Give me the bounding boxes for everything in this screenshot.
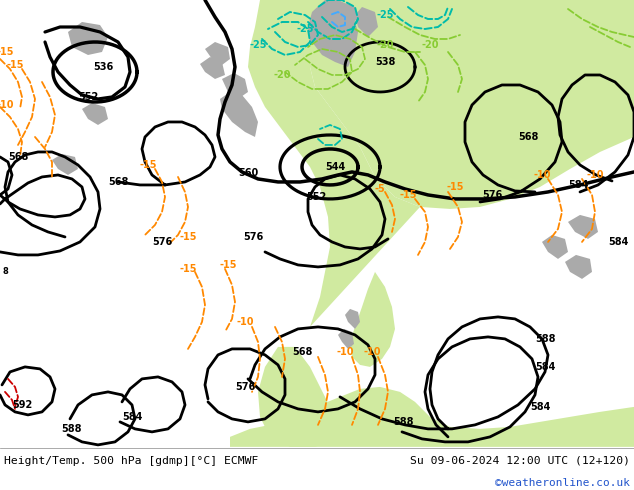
Polygon shape: [565, 255, 592, 279]
Text: 568: 568: [8, 152, 28, 162]
Polygon shape: [542, 235, 568, 259]
Text: 544: 544: [325, 162, 345, 172]
Polygon shape: [68, 22, 108, 55]
Text: -15: -15: [219, 260, 236, 270]
Polygon shape: [355, 7, 378, 37]
Text: 576: 576: [243, 232, 263, 242]
Text: -20: -20: [376, 40, 394, 50]
Text: -15: -15: [139, 160, 157, 170]
Polygon shape: [310, 0, 634, 209]
Text: -20: -20: [273, 70, 291, 80]
Text: 584: 584: [122, 412, 142, 422]
Polygon shape: [52, 154, 78, 175]
Polygon shape: [332, 2, 358, 25]
Text: -10: -10: [0, 100, 14, 110]
Text: 8: 8: [2, 268, 8, 276]
Polygon shape: [308, 22, 335, 49]
Text: -10: -10: [586, 170, 604, 180]
Polygon shape: [345, 0, 460, 159]
Text: -25: -25: [296, 24, 314, 34]
Polygon shape: [222, 73, 248, 99]
Polygon shape: [82, 103, 108, 125]
Text: -15: -15: [0, 47, 14, 57]
Text: 576: 576: [152, 237, 172, 247]
Text: 552: 552: [306, 192, 326, 202]
Text: -20: -20: [421, 40, 439, 50]
Text: 584: 584: [530, 402, 550, 412]
Text: ©weatheronline.co.uk: ©weatheronline.co.uk: [495, 478, 630, 488]
Polygon shape: [205, 42, 230, 65]
Text: 536: 536: [93, 62, 113, 72]
Polygon shape: [258, 347, 335, 447]
Text: 584: 584: [608, 237, 628, 247]
Polygon shape: [220, 92, 258, 137]
Text: 576: 576: [482, 190, 502, 200]
Text: -15: -15: [446, 182, 463, 192]
Text: -15: -15: [399, 190, 417, 200]
Polygon shape: [350, 272, 395, 367]
Polygon shape: [248, 0, 420, 347]
Polygon shape: [200, 57, 225, 79]
Text: 568: 568: [518, 132, 538, 142]
Text: -5: -5: [375, 184, 385, 194]
Polygon shape: [230, 387, 634, 447]
Text: -10: -10: [363, 347, 381, 357]
Text: 588: 588: [61, 424, 82, 434]
Text: 552: 552: [78, 92, 98, 102]
Text: -15: -15: [6, 60, 23, 70]
Polygon shape: [338, 329, 354, 349]
Text: -10: -10: [336, 347, 354, 357]
Text: Su 09-06-2024 12:00 UTC (12+120): Su 09-06-2024 12:00 UTC (12+120): [410, 456, 630, 466]
Polygon shape: [345, 309, 360, 329]
Text: 588: 588: [392, 417, 413, 427]
Text: -15: -15: [179, 264, 197, 274]
Text: -10: -10: [533, 170, 551, 180]
Text: -10: -10: [236, 317, 254, 327]
Text: 560: 560: [238, 168, 258, 178]
Polygon shape: [568, 215, 598, 239]
Text: 538: 538: [375, 57, 395, 67]
Polygon shape: [308, 0, 358, 67]
Text: -25: -25: [249, 40, 267, 50]
Text: Height/Temp. 500 hPa [gdmp][°C] ECMWF: Height/Temp. 500 hPa [gdmp][°C] ECMWF: [4, 456, 259, 466]
Text: -25: -25: [376, 10, 394, 20]
Text: 592: 592: [12, 400, 32, 410]
Text: 568: 568: [292, 347, 312, 357]
Text: 576: 576: [235, 382, 255, 392]
Text: 584: 584: [535, 362, 555, 372]
Text: -15: -15: [179, 232, 197, 242]
Text: 584: 584: [568, 180, 588, 190]
Text: 568: 568: [108, 177, 128, 187]
Text: 588: 588: [534, 334, 555, 344]
